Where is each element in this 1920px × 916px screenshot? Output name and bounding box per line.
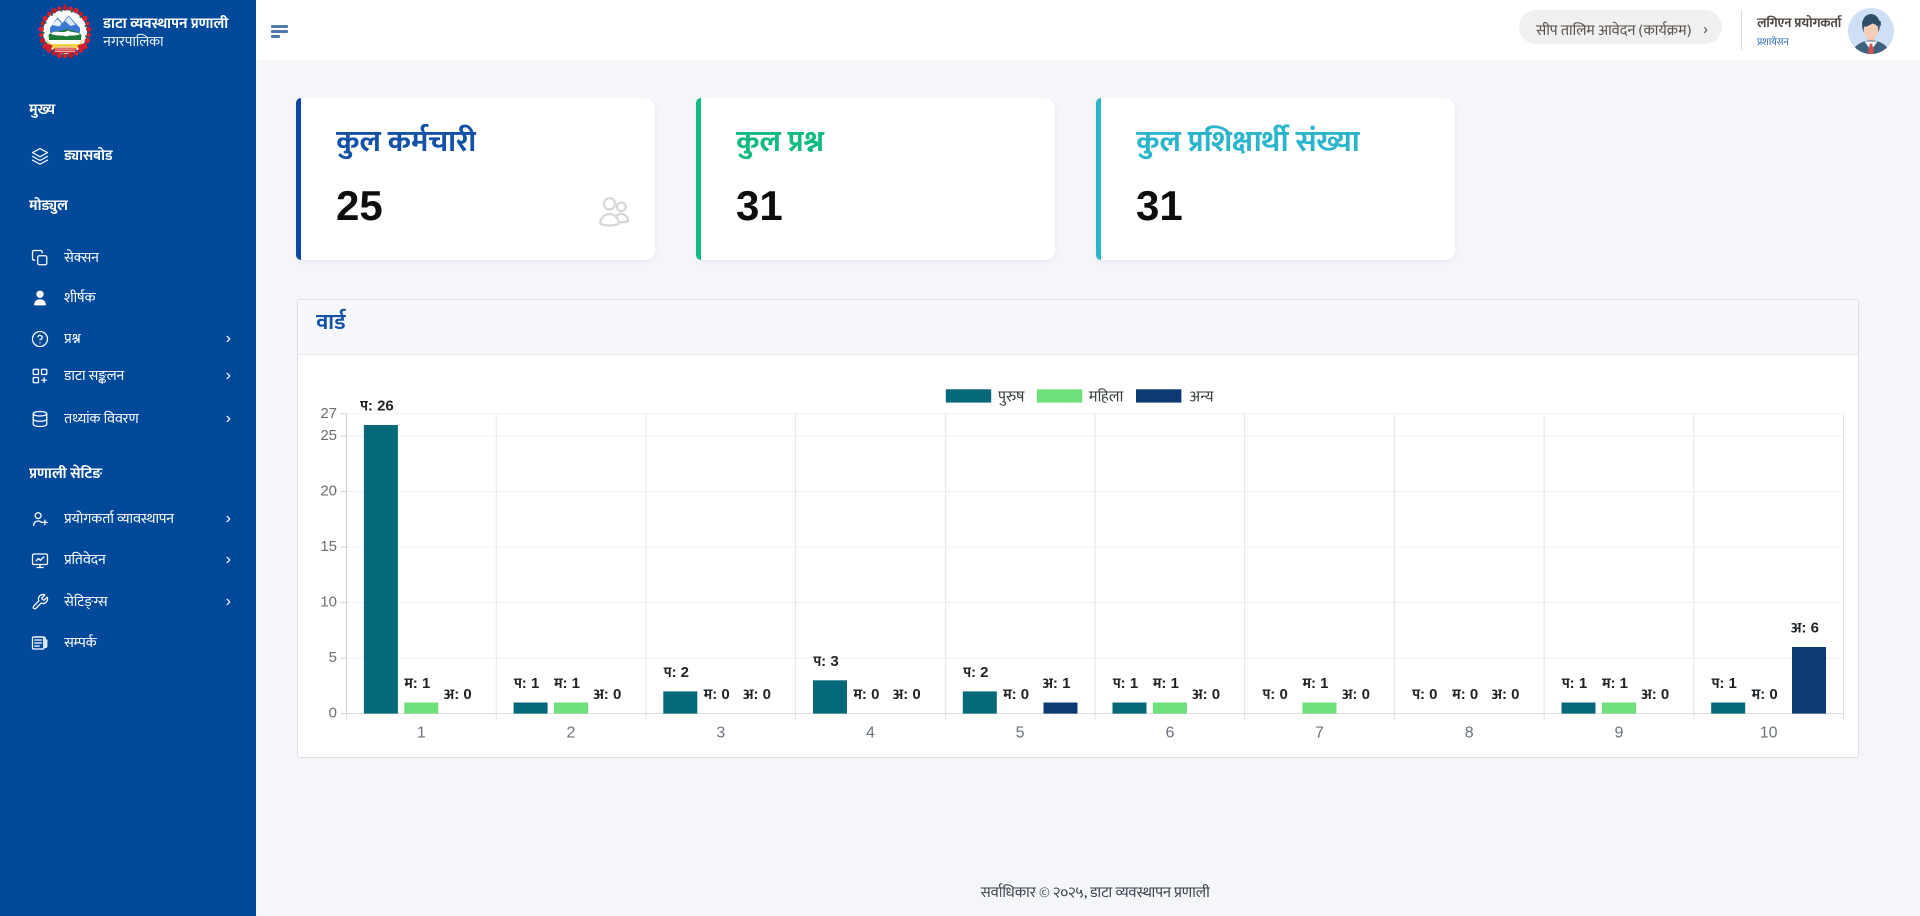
svg-text:5: 5 [1016,725,1025,742]
svg-text:20: 20 [320,483,337,500]
svg-text:अ: 0: अ: 0 [892,686,921,703]
svg-text:प: 3: प: 3 [813,653,838,670]
svg-text:8: 8 [1465,725,1474,742]
svg-text:अ: 6: अ: 6 [1790,620,1819,637]
svg-text:म: 1: म: 1 [554,675,580,692]
svg-text:म: 1: म: 1 [1602,675,1628,692]
svg-text:म: 1: म: 1 [404,675,430,692]
svg-text:5: 5 [329,649,337,666]
svg-text:म: 0: म: 0 [1752,686,1778,703]
svg-text:म: 0: म: 0 [1452,686,1478,703]
svg-text:10: 10 [1760,725,1778,742]
svg-text:15: 15 [320,538,337,555]
svg-text:10: 10 [320,594,337,611]
svg-text:प: 1: प: 1 [514,675,539,692]
svg-text:अ: 0: अ: 0 [443,686,472,703]
svg-text:अ: 0: अ: 0 [1491,686,1520,703]
svg-text:27: 27 [320,405,337,422]
svg-text:प: 0: प: 0 [1412,686,1437,703]
svg-text:3: 3 [716,725,725,742]
svg-text:अ: 1: अ: 1 [1042,675,1071,692]
svg-text:म: 0: म: 0 [704,686,730,703]
svg-text:प: 2: प: 2 [664,664,689,681]
svg-text:अन्य: अन्य [1190,385,1214,411]
svg-text:9: 9 [1614,725,1623,742]
svg-text:म: 0: म: 0 [1003,686,1029,703]
svg-text:अ: 0: अ: 0 [1341,686,1370,703]
svg-text:महिला: महिला [1089,385,1124,411]
svg-text:25: 25 [320,427,337,444]
svg-text:प: 0: प: 0 [1262,686,1287,703]
svg-text:2: 2 [567,725,576,742]
svg-text:अ: 0: अ: 0 [592,686,621,703]
svg-text:प: 26: प: 26 [360,398,394,415]
svg-text:म: 1: म: 1 [1153,675,1179,692]
svg-text:पुरुष: पुरुष [998,385,1024,411]
svg-text:प: 1: प: 1 [1113,675,1138,692]
svg-text:अ: 0: अ: 0 [1640,686,1669,703]
svg-text:प: 1: प: 1 [1562,675,1587,692]
svg-text:प: 2: प: 2 [963,664,988,681]
svg-text:अ: 0: अ: 0 [1191,686,1220,703]
svg-text:प: 1: प: 1 [1711,675,1736,692]
svg-text:0: 0 [329,705,337,722]
svg-text:अ: 0: अ: 0 [742,686,771,703]
svg-text:1: 1 [417,725,426,742]
svg-text:म: 1: म: 1 [1302,675,1328,692]
svg-text:म: 0: म: 0 [853,686,879,703]
svg-text:4: 4 [866,725,875,742]
svg-text:6: 6 [1165,725,1174,742]
svg-text:7: 7 [1315,725,1324,742]
